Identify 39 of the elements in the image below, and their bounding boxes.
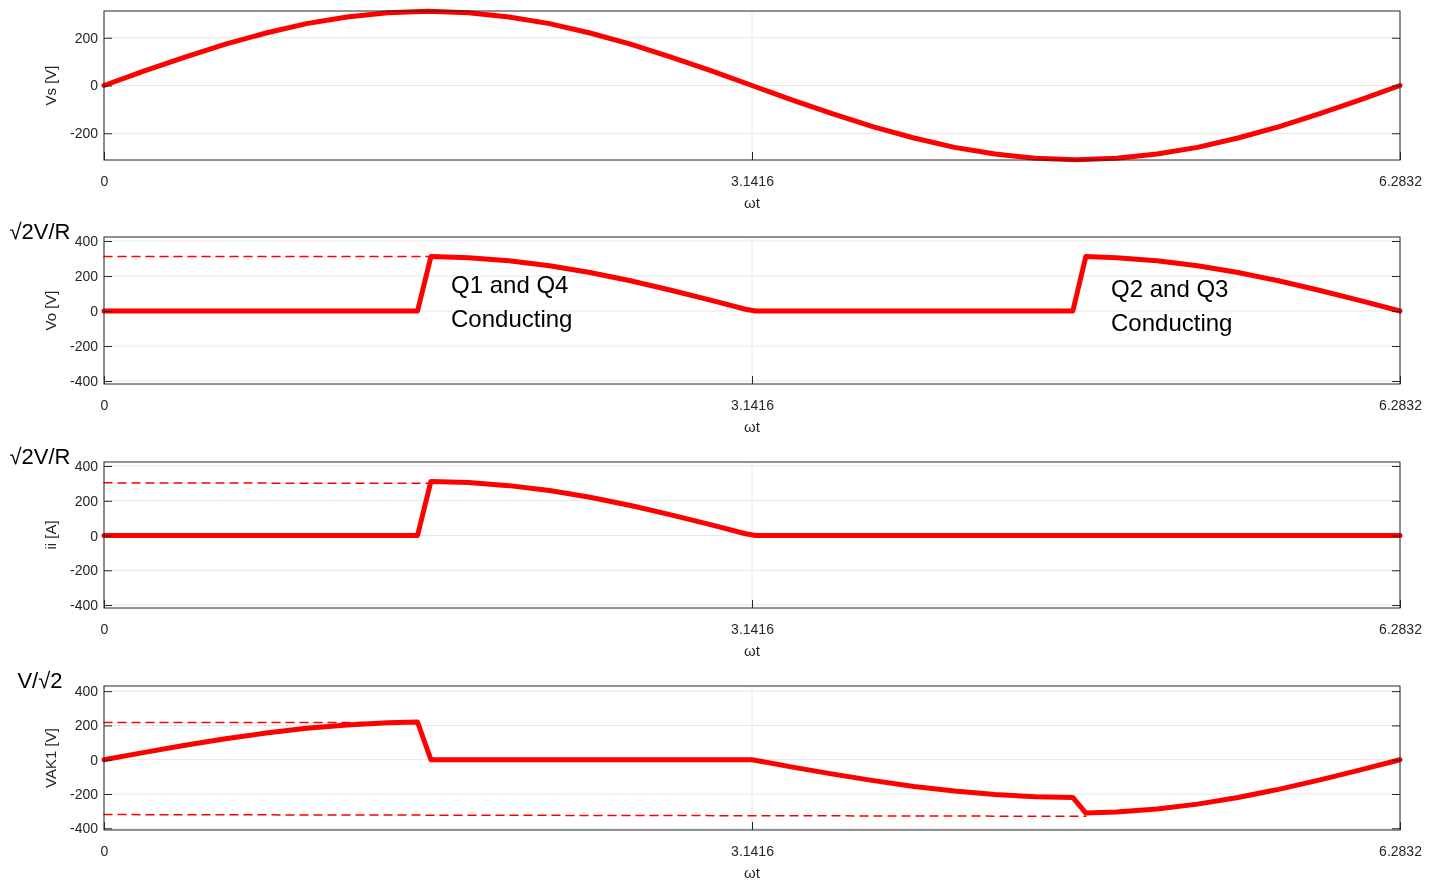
x-tick-label: 3.1416 <box>731 396 775 413</box>
text: √2V/R <box>9 444 71 469</box>
y-tick-label: 200 <box>74 492 99 509</box>
y-tick-label: -400 <box>69 820 99 837</box>
y-axis-title: VAK1 [V] <box>42 728 59 788</box>
x-axis-title: ωt <box>744 864 761 881</box>
y-tick-label: 0 <box>90 303 99 320</box>
y-tick-label: 0 <box>90 527 99 544</box>
y-tick-label: -400 <box>69 597 99 614</box>
text: V/√2 <box>17 668 63 693</box>
y-tick-label: 400 <box>74 233 99 249</box>
y-tick-label: -200 <box>69 125 99 142</box>
y-tick-label: 200 <box>74 717 99 734</box>
y-tick-label: 200 <box>74 29 99 46</box>
x-tick-label: 3.1416 <box>731 172 775 189</box>
y-tick-label: 0 <box>90 77 99 94</box>
annotation: Q1 and Q4 Conducting <box>451 271 573 332</box>
y-tick-label: 400 <box>74 683 99 700</box>
y-axis-title: Vo [V] <box>42 290 59 331</box>
x-axis-title: ωt <box>744 194 761 211</box>
y-tick-label: 0 <box>90 751 99 768</box>
x-axis-title: ωt <box>744 642 761 659</box>
x-tick-label: 6.2832 <box>1379 396 1423 413</box>
text: √2V/R <box>9 219 71 244</box>
y-tick-label: -200 <box>69 562 99 579</box>
y-tick-label: -200 <box>69 338 99 355</box>
x-axis-title: ωt <box>744 418 761 435</box>
x-tick-label: 6.2832 <box>1379 620 1423 637</box>
x-tick-label: 6.2832 <box>1379 172 1423 189</box>
y-tick-label: 400 <box>74 457 99 474</box>
x-tick-label: 6.2832 <box>1379 842 1423 859</box>
y-tick-label: 200 <box>74 268 99 285</box>
y-tick-label: -200 <box>69 785 99 802</box>
y-tick-label: -400 <box>69 373 99 390</box>
y-axis-title: ii [A] <box>42 520 59 550</box>
x-tick-label: 3.1416 <box>731 620 775 637</box>
x-tick-label: 3.1416 <box>731 842 775 859</box>
annotation: Q2 and Q3 Conducting <box>1111 275 1233 336</box>
y-axis-title: Vs [V] <box>42 65 59 106</box>
